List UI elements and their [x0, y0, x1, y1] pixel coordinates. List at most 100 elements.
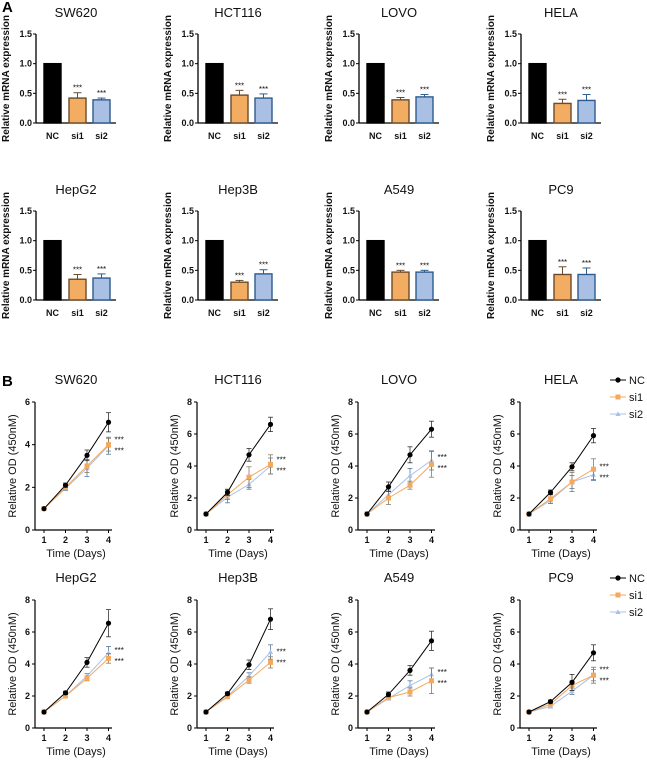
chart-hep3b-a: Hep3B Relative mRNA expression 0.0 0.5 1.0 1.…	[163, 182, 278, 319]
x-tick-label: 4	[106, 535, 111, 545]
y-axis-label: Relative OD (450nM)	[169, 414, 181, 517]
data-point	[385, 691, 392, 698]
data-point	[364, 709, 370, 715]
y-tick-label: 4	[510, 659, 515, 669]
y-tick-label: 0	[25, 525, 30, 535]
data-point	[569, 479, 575, 485]
x-axis-label: Time (Days)	[46, 746, 105, 758]
y-axis-label: Relative OD (450nM)	[330, 414, 342, 517]
y-axis-label: Relative mRNA expression	[486, 192, 497, 319]
significance-marker: ***	[600, 474, 609, 483]
chart-title: HepG2	[55, 182, 96, 197]
data-point	[224, 691, 231, 697]
chart-sw620-a: SW620 Relative mRNA expression 0.0 0.5 1.0 1.…	[1, 5, 116, 142]
data-point	[429, 678, 434, 684]
y-tick-label: 2	[187, 493, 192, 503]
significance-marker: ***	[97, 89, 106, 98]
bar-nc	[205, 62, 224, 124]
significance-marker: ***	[420, 86, 429, 95]
y-tick-label: 6	[187, 627, 192, 637]
bar-si1	[391, 99, 410, 124]
x-tick-label: 3	[246, 733, 251, 743]
y-tick-label: 0.5	[504, 265, 517, 275]
series-line	[528, 674, 594, 713]
data-point	[62, 482, 69, 488]
y-axis-label: Relative mRNA expression	[1, 15, 12, 142]
x-axis-label: Time (Days)	[46, 548, 105, 560]
series-line	[205, 424, 271, 515]
legend-marker-triangle	[615, 411, 621, 416]
series-line	[528, 435, 594, 515]
x-tick-label: si1	[71, 308, 84, 318]
significance-marker: ***	[97, 265, 106, 274]
bar-nc	[43, 62, 62, 124]
legend-label-nc: NC	[629, 573, 645, 585]
series-line	[205, 662, 271, 713]
y-tick-label: 6	[25, 627, 30, 637]
y-tick-label: 1.5	[181, 206, 194, 216]
chart-title: SW620	[55, 5, 98, 20]
y-tick-label: 6	[510, 627, 515, 637]
data-point	[84, 675, 90, 681]
y-tick-label: 4	[25, 659, 30, 669]
series-line	[528, 468, 594, 515]
data-point	[225, 694, 230, 700]
panel-label-a: A	[2, 0, 13, 16]
bar-nc	[43, 239, 62, 301]
y-tick-label: 2	[25, 691, 30, 701]
chart-title: A549	[384, 182, 414, 197]
y-tick-label: 4	[187, 461, 192, 471]
data-point	[569, 679, 575, 686]
bar-si1	[68, 278, 87, 301]
series-line	[205, 651, 271, 713]
chart-hep3b-b: Hep3B Relative OD (450nM) Time (Days) 0 2 4 6 8…	[169, 570, 286, 758]
legend-label-si2: si2	[629, 607, 643, 619]
data-point	[267, 421, 274, 427]
data-point	[428, 426, 435, 432]
y-tick-label: 0.0	[181, 295, 194, 305]
y-axis-label: Relative mRNA expression	[163, 15, 174, 142]
series-si2	[364, 450, 435, 516]
significance-marker: ***	[277, 456, 286, 465]
chart-title: Hep3B	[218, 570, 258, 585]
x-tick-label: 1	[41, 535, 46, 545]
x-tick-label: 2	[225, 733, 230, 743]
legend-2: NC si1 si2	[610, 573, 645, 619]
significance-marker: ***	[277, 659, 286, 668]
significance-marker: ***	[438, 668, 447, 677]
y-tick-label: 1.0	[181, 236, 194, 246]
x-tick-label: 1	[41, 733, 46, 743]
data-point	[105, 620, 112, 626]
y-axis-label: Relative mRNA expression	[163, 192, 174, 319]
significance-marker: ***	[558, 90, 567, 99]
series-nc	[203, 416, 274, 517]
series-si1	[526, 458, 596, 517]
series-line	[43, 622, 109, 713]
y-tick-label: 6	[510, 429, 515, 439]
y-tick-label: 6	[187, 429, 192, 439]
bar-si1	[230, 94, 249, 124]
x-tick-label: si1	[394, 308, 407, 318]
significance-marker: ***	[115, 447, 124, 456]
legend-label-nc: NC	[629, 375, 645, 387]
data-point	[84, 659, 90, 666]
significance-marker: ***	[73, 84, 82, 93]
x-axis-label: Time (Days)	[531, 746, 590, 758]
y-tick-label: 1.0	[342, 236, 355, 246]
x-axis-label: Time (Days)	[369, 548, 428, 560]
y-tick-label: 4	[348, 659, 353, 669]
data-point	[386, 495, 391, 501]
panel-label-b: B	[2, 373, 13, 390]
data-point	[407, 689, 413, 695]
series-line	[205, 618, 271, 713]
significance-marker: ***	[235, 81, 244, 90]
data-point	[268, 659, 273, 665]
data-point	[62, 690, 69, 696]
x-tick-label: 2	[386, 733, 391, 743]
data-point	[591, 466, 596, 472]
y-axis-label: Relative mRNA expression	[324, 192, 335, 319]
significance-marker: ***	[600, 463, 609, 472]
x-tick-label: 4	[429, 733, 434, 743]
bar-nc	[528, 62, 547, 124]
y-tick-label: 0.0	[504, 118, 517, 128]
